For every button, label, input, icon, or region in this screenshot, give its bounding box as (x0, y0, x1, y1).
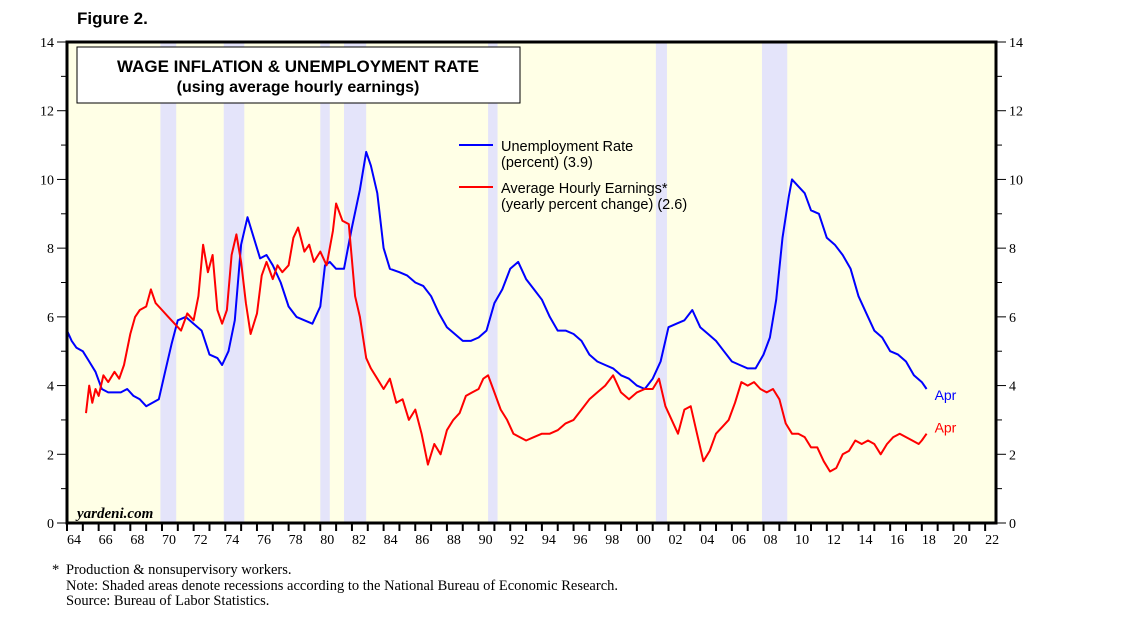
legend-sublabel-unemployment: (percent) (3.9) (501, 155, 593, 171)
recession-band (344, 42, 367, 523)
end-label-unemployment: Apr (935, 387, 957, 403)
recession-band (761, 42, 788, 523)
recession-band (488, 42, 498, 523)
x-tick-label: 82 (352, 533, 366, 548)
y-tick-label-left: 2 (47, 448, 54, 463)
recession-band (160, 42, 177, 523)
x-tick-label: 06 (732, 533, 746, 548)
x-tick-label: 96 (574, 533, 588, 548)
footnote-source: Source: Bureau of Labor Statistics. (66, 593, 270, 609)
x-tick-label: 80 (320, 533, 334, 548)
x-tick-label: 98 (605, 533, 619, 548)
x-tick-label: 68 (130, 533, 144, 548)
footnote-production: Production & nonsupervisory workers. (66, 562, 292, 578)
x-tick-label: 14 (859, 533, 873, 548)
x-tick-label: 78 (289, 533, 303, 548)
x-tick-label: 92 (510, 533, 524, 548)
x-tick-label: 12 (827, 533, 841, 548)
legend-label-unemployment: Unemployment Rate (501, 139, 633, 155)
x-tick-label: 64 (67, 533, 81, 548)
chart-title: WAGE INFLATION & UNEMPLOYMENT RATE (117, 57, 479, 76)
y-tick-label-right: 12 (1009, 105, 1023, 120)
recession-bands (160, 42, 788, 523)
y-tick-label-left: 8 (47, 242, 54, 257)
y-tick-label-right: 0 (1009, 517, 1016, 532)
x-tick-label: 84 (384, 533, 398, 548)
watermark: yardeni.com (75, 506, 153, 522)
y-tick-label-left: 0 (47, 517, 54, 532)
y-tick-label-right: 2 (1009, 448, 1016, 463)
x-tick-label: 00 (637, 533, 651, 548)
footnotes: * Production & nonsupervisory workers. N… (52, 562, 619, 610)
recession-band (223, 42, 245, 523)
legend-label-earnings: Average Hourly Earnings* (501, 181, 668, 197)
y-tick-label-left: 4 (47, 380, 54, 395)
x-tick-label: 90 (479, 533, 493, 548)
title-box (76, 46, 521, 104)
footnote-marker: * (52, 562, 60, 578)
x-tick-label: 02 (669, 533, 683, 548)
series-line-unemployment (66, 150, 928, 408)
x-tick-label: 88 (447, 533, 461, 548)
y-tick-label-right: 8 (1009, 242, 1016, 257)
x-tick-label: 66 (99, 533, 113, 548)
x-tick-label: 70 (162, 533, 176, 548)
footnote-shading: Note: Shaded areas denote recessions acc… (66, 577, 619, 594)
x-tick-label: 16 (890, 533, 904, 548)
y-tick-label-left: 12 (40, 105, 54, 120)
y-tick-label-left: 10 (40, 173, 54, 188)
y-tick-label-right: 6 (1009, 311, 1016, 326)
x-tick-label: 74 (225, 533, 239, 548)
series-lines (66, 150, 928, 473)
recession-band (655, 42, 667, 523)
x-tick-label: 08 (764, 533, 778, 548)
x-tick-label: 76 (257, 533, 271, 548)
x-tick-label: 04 (700, 533, 714, 548)
legend: Unemployment Rate (percent) (3.9) Averag… (459, 139, 687, 213)
x-tick-label: 72 (194, 533, 208, 548)
y-tick-label-left: 6 (47, 311, 54, 326)
x-tick-label: 22 (985, 533, 999, 548)
y-tick-label-right: 10 (1009, 173, 1023, 188)
y-tick-label-right: 4 (1009, 380, 1016, 395)
end-label-earnings: Apr (935, 420, 957, 436)
recession-band (320, 42, 330, 523)
x-tick-label: 20 (953, 533, 967, 548)
x-tick-label: 86 (415, 533, 429, 548)
plot-background (67, 42, 996, 523)
chart-subtitle: (using average hourly earnings) (177, 79, 420, 96)
legend-sublabel-earnings: (yearly percent change) (2.6) (501, 197, 687, 213)
series-line-earnings (85, 202, 928, 473)
y-tick-label-left: 14 (40, 36, 54, 51)
x-tick-label: 18 (922, 533, 936, 548)
figure-label: Figure 2. (77, 9, 148, 28)
y-tick-label-right: 14 (1009, 36, 1023, 51)
x-tick-label: 94 (542, 533, 556, 548)
x-tick-label: 10 (795, 533, 809, 548)
